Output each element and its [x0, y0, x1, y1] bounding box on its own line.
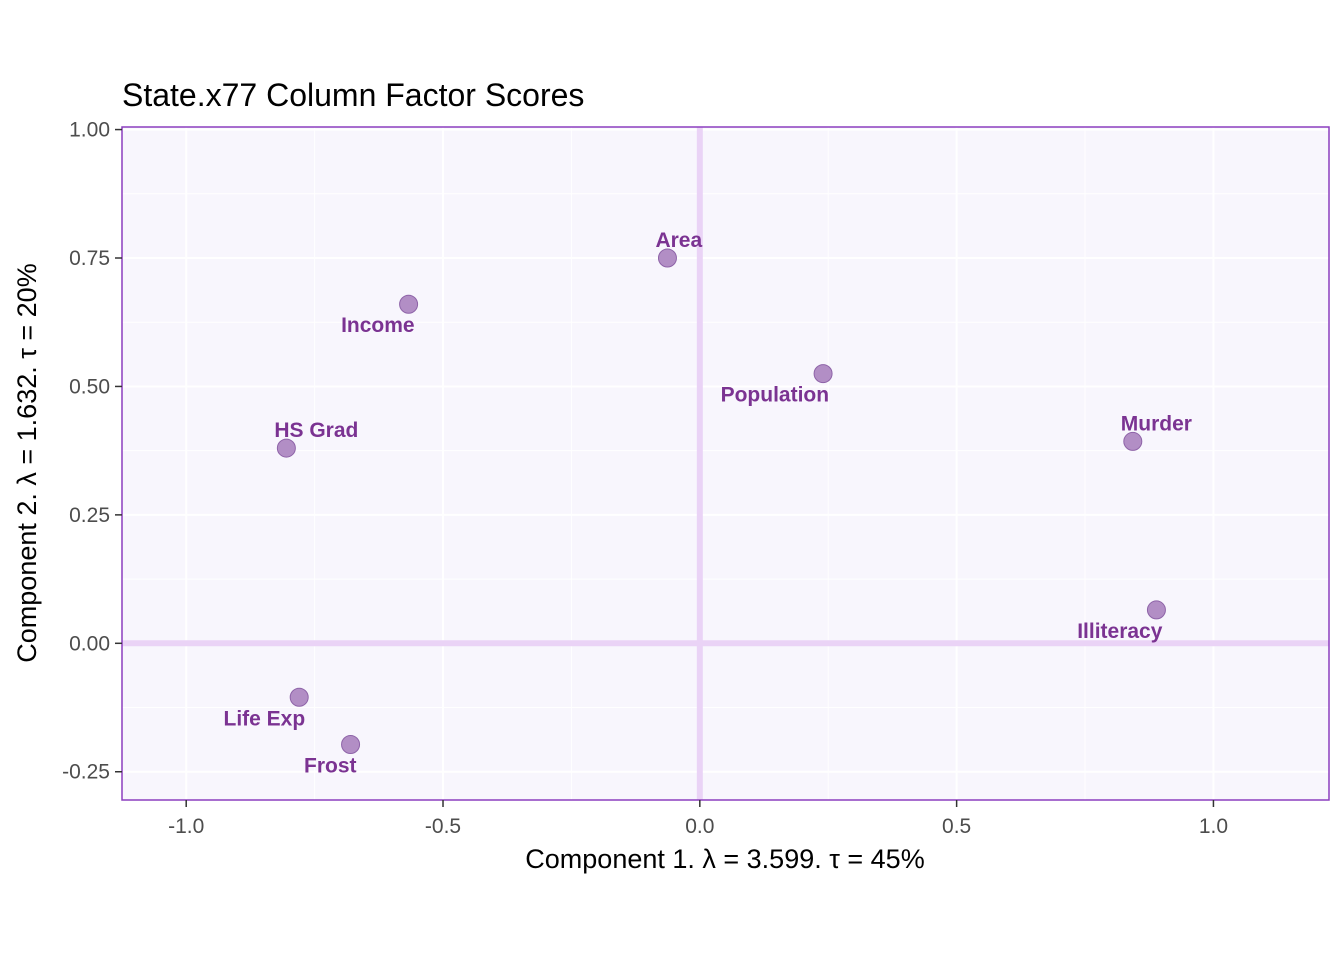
x-axis-title: Component 1. λ = 3.599. τ = 45% [525, 844, 924, 874]
data-points [276, 248, 1166, 755]
y-tick-label: 0.25 [69, 504, 110, 527]
y-tick-label: 0.75 [69, 247, 110, 270]
x-tick-label: -0.5 [425, 815, 461, 838]
data-point [341, 735, 361, 755]
point-label: Murder [1121, 412, 1192, 435]
point-label: Area [655, 229, 702, 252]
y-tick-label: 0.00 [69, 632, 110, 655]
data-point [399, 294, 419, 314]
data-point [1146, 600, 1166, 620]
y-axis-title: Component 2. λ = 1.632. τ = 20% [12, 263, 42, 662]
point-labels: Population Income Illiteracy Life Exp Murder… [224, 229, 1192, 778]
point-label: Population [721, 384, 830, 407]
x-tick-label: 0.0 [685, 815, 714, 838]
point-label: Life Exp [224, 707, 306, 730]
x-tick-label: -1.0 [168, 815, 204, 838]
y-tick-label: 1.00 [69, 119, 110, 142]
data-point [276, 438, 296, 458]
data-point [657, 248, 677, 268]
x-tick-label: 1.0 [1199, 815, 1228, 838]
point-label: HS Grad [274, 419, 358, 442]
point-label: Frost [304, 755, 357, 778]
point-label: Income [341, 314, 415, 337]
chart-title: State.x77 Column Factor Scores [122, 77, 584, 113]
reference-lines [122, 127, 1329, 800]
grid-lines [122, 127, 1329, 800]
point-label: Illiteracy [1077, 620, 1163, 643]
plot-panel [122, 127, 1329, 800]
y-tick-label: 0.50 [69, 375, 110, 398]
data-point [813, 364, 833, 384]
axis-ticks: -1.0 -0.5 0.0 0.5 1.0 -0.25 0.00 0.25 0.50 0.75 1.… [62, 119, 1228, 838]
y-tick-label: -0.25 [62, 761, 110, 784]
data-point [289, 687, 309, 707]
plot-border [121, 126, 1330, 801]
data-point [1123, 431, 1143, 451]
x-tick-label: 0.5 [942, 815, 971, 838]
